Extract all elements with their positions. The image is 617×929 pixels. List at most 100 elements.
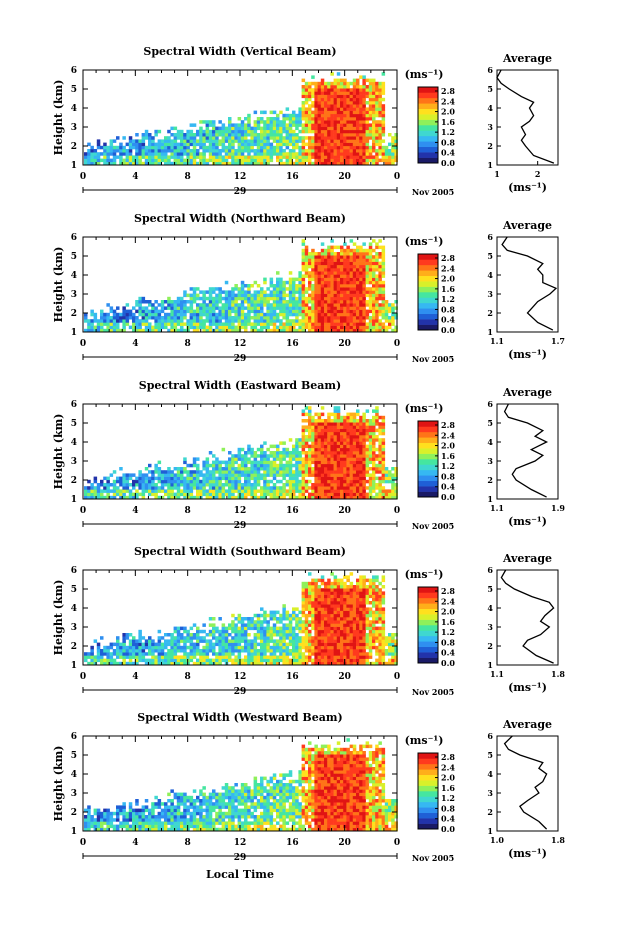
avg-y-tick-label: 6	[487, 232, 493, 242]
x-tick-label: 8	[185, 506, 191, 516]
colorbar-swatch	[418, 753, 438, 759]
avg-y-tick-label: 1	[487, 160, 493, 170]
date-label: Nov 2005	[412, 687, 454, 697]
colorbar-tick-label: 1.6	[441, 783, 455, 793]
average-profile: Average 1 2 3 4 5 6 1 2 (ms⁻¹)	[487, 52, 559, 194]
x-tick-label: 12	[234, 838, 247, 848]
y-tick-label: 1	[71, 827, 77, 837]
avg-x-tick-label: 1.1	[490, 503, 504, 513]
colorbar-swatch	[418, 324, 438, 331]
average-unit: (ms⁻¹)	[508, 181, 547, 194]
colorbar-swatch	[418, 475, 438, 482]
x-tick-label: 8	[185, 672, 191, 682]
y-tick-label: 2	[71, 476, 77, 486]
y-tick-label: 5	[71, 419, 77, 429]
y-tick-label: 5	[71, 751, 77, 761]
colorbar-swatch	[418, 464, 438, 471]
avg-x-tick-label: 1.8	[551, 835, 565, 845]
average-unit: (ms⁻¹)	[508, 348, 547, 361]
colorbar-swatch	[418, 302, 438, 309]
colorbar-tick-label: 1.2	[441, 294, 455, 304]
avg-y-tick-label: 2	[487, 141, 493, 151]
colorbar-swatch	[418, 486, 438, 492]
average-title: Average	[502, 552, 552, 565]
x-tick-label: 0	[394, 339, 400, 349]
y-tick-label: 2	[71, 142, 77, 152]
colorbar-tick-label: 2.4	[441, 263, 455, 273]
colorbar-tick-label: 2.0	[441, 441, 455, 451]
average-title: Average	[502, 52, 552, 65]
colorbar-tick-label: 2.4	[441, 762, 455, 772]
colorbar-swatch	[418, 421, 438, 427]
x-tick-label: 16	[286, 339, 299, 349]
colorbar-swatch	[418, 141, 438, 148]
colorbar-swatch	[418, 146, 438, 153]
average-title: Average	[502, 386, 552, 399]
colorbar-swatch	[418, 135, 438, 142]
colorbar-tick-label: 2.4	[441, 96, 455, 106]
colorbar-tick-label: 1.6	[441, 451, 455, 461]
average-profile: Average 1 2 3 4 5 6 1.1 1.8 (ms⁻¹)	[487, 552, 565, 694]
x-tick-label: 12	[234, 339, 247, 349]
y-axis-label: Height (km)	[52, 414, 65, 490]
colorbar-tick-label: 1.6	[441, 284, 455, 294]
avg-y-tick-label: 2	[487, 641, 493, 651]
avg-y-tick-label: 5	[487, 84, 493, 94]
colorbar-tick-label: 0.0	[441, 158, 455, 168]
y-tick-label: 1	[71, 161, 77, 171]
colorbar-swatch	[418, 114, 438, 120]
avg-x-tick-label: 1.1	[490, 669, 504, 679]
date-label: Nov 2005	[412, 853, 454, 863]
y-tick-label: 3	[71, 290, 77, 300]
x-tick-label: 20	[338, 672, 351, 682]
colorbar-swatch	[418, 769, 438, 776]
colorbar-swatch	[418, 453, 438, 460]
colorbar-swatch	[418, 791, 438, 797]
y-tick-label: 5	[71, 252, 77, 262]
colorbar-swatch	[418, 774, 438, 781]
colorbar-swatch	[418, 619, 438, 626]
panel-title: Spectral Width (Southward Beam)	[134, 545, 346, 558]
colorbar-tick-label: 1.2	[441, 461, 455, 471]
avg-y-tick-label: 5	[487, 418, 493, 428]
y-axis-label: Height (km)	[52, 580, 65, 656]
colorbar-swatch	[418, 157, 438, 164]
colorbar-tick-label: 2.0	[441, 607, 455, 617]
colorbar-swatch	[418, 297, 438, 304]
y-axis-label: Height (km)	[52, 746, 65, 822]
colorbar	[417, 86, 439, 164]
x-tick-label: 0	[394, 506, 400, 516]
panel-4: Spectral Width (Southward Beam)123456Hei…	[52, 545, 565, 697]
x-tick-label: 12	[234, 506, 247, 516]
average-line	[503, 735, 548, 830]
colorbar-tick-label: 0.4	[441, 648, 455, 658]
colorbar-swatch	[418, 308, 438, 315]
heatmap-cells	[84, 239, 398, 333]
average-line	[500, 569, 555, 664]
colorbar-frame	[417, 586, 439, 664]
avg-x-tick-label: 1.9	[551, 503, 565, 513]
colorbar-tick-label: 1.2	[441, 627, 455, 637]
average-profile: Average 1 2 3 4 5 6 1.1 1.7 (ms⁻¹)	[487, 219, 565, 361]
colorbar-swatch	[418, 313, 438, 320]
avg-y-tick-label: 5	[487, 584, 493, 594]
colorbar-swatch	[418, 275, 438, 282]
y-tick-label: 6	[71, 233, 77, 243]
y-tick-label: 6	[71, 66, 77, 76]
average-line	[503, 403, 549, 498]
colorbar-swatch	[418, 812, 438, 819]
heatmap-cells	[84, 406, 398, 500]
x-tick-label: 20	[338, 506, 351, 516]
average-title: Average	[502, 718, 552, 731]
colorbar-unit: (ms⁻¹)	[405, 402, 444, 415]
avg-y-tick-label: 3	[487, 622, 493, 632]
colorbar-tick-label: 1.2	[441, 127, 455, 137]
avg-y-tick-label: 3	[487, 122, 493, 132]
x-tick-label: 0	[394, 672, 400, 682]
x-axis-label: Local Time	[206, 868, 274, 881]
x-tick-label: 4	[132, 672, 138, 682]
x-tick-label: 0	[80, 672, 86, 682]
avg-y-tick-label: 5	[487, 251, 493, 261]
colorbar-tick-label: 0.0	[441, 824, 455, 834]
colorbar-swatch	[418, 92, 438, 99]
